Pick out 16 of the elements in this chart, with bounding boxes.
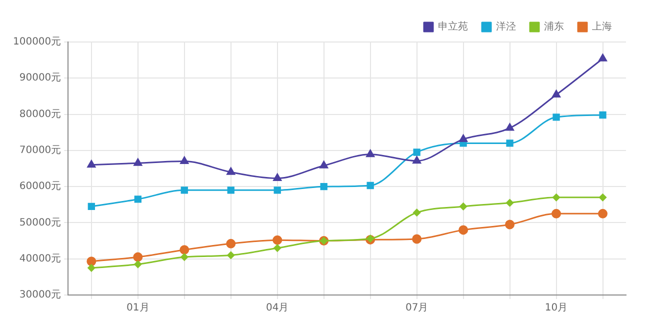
y-tick-label: 30000元 — [19, 290, 62, 301]
x-tick-label: 10月 — [544, 302, 568, 314]
x-tick-label: 01月 — [126, 302, 150, 314]
y-tick-label: 70000元 — [19, 145, 62, 156]
y-tick-label: 50000元 — [19, 217, 62, 228]
y-tick-label: 40000元 — [19, 253, 62, 264]
legend-label: 浦东 — [544, 20, 564, 33]
legend-label: 洋泾 — [496, 20, 516, 33]
y-tick-label: 60000元 — [19, 181, 62, 192]
legend-label: 申立苑 — [438, 20, 468, 33]
y-tick-label: 90000元 — [19, 72, 62, 84]
x-tick-label: 07月 — [405, 302, 428, 314]
y-tick-label: 100000元 — [12, 36, 62, 48]
legend-label: 上海 — [592, 20, 612, 33]
x-tick-label: 04月 — [266, 302, 289, 314]
y-tick-label: 80000元 — [19, 108, 62, 120]
